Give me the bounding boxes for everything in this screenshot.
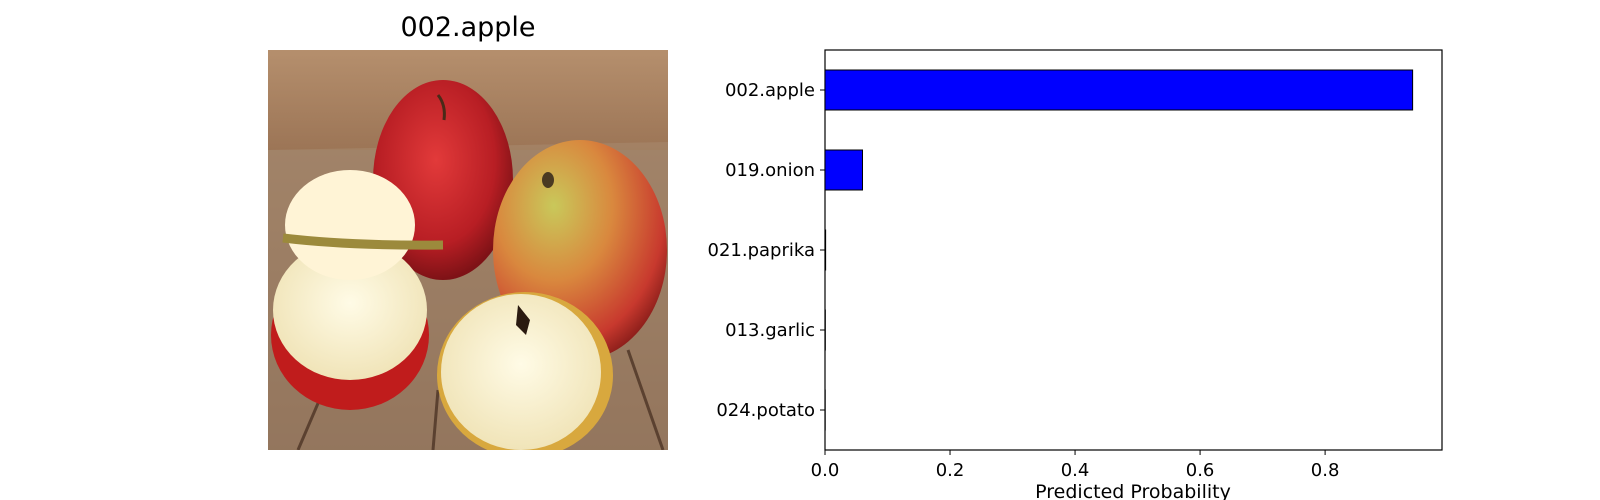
x-tick-label: 0.6 [1186,460,1215,481]
bar-019.onion [824,149,864,191]
bar-021.paprika [824,229,827,271]
x-axis-label: Predicted Probability [1035,481,1231,500]
y-tick-label: 002.apple [725,80,815,101]
y-tick-label: 021.paprika [708,240,816,261]
y-tick-label: 013.garlic [725,320,815,341]
y-tick-label: 024.potato [716,400,815,421]
x-tick-label: 0.8 [1311,460,1340,481]
y-tick-label: 019.onion [725,160,815,181]
bar-002.apple [824,69,1414,111]
image-title: 002.apple [400,12,536,43]
apple-photo [268,50,668,458]
x-tick-label: 0.0 [811,460,840,481]
x-tick-label: 0.2 [936,460,965,481]
x-tick-label: 0.4 [1061,460,1090,481]
